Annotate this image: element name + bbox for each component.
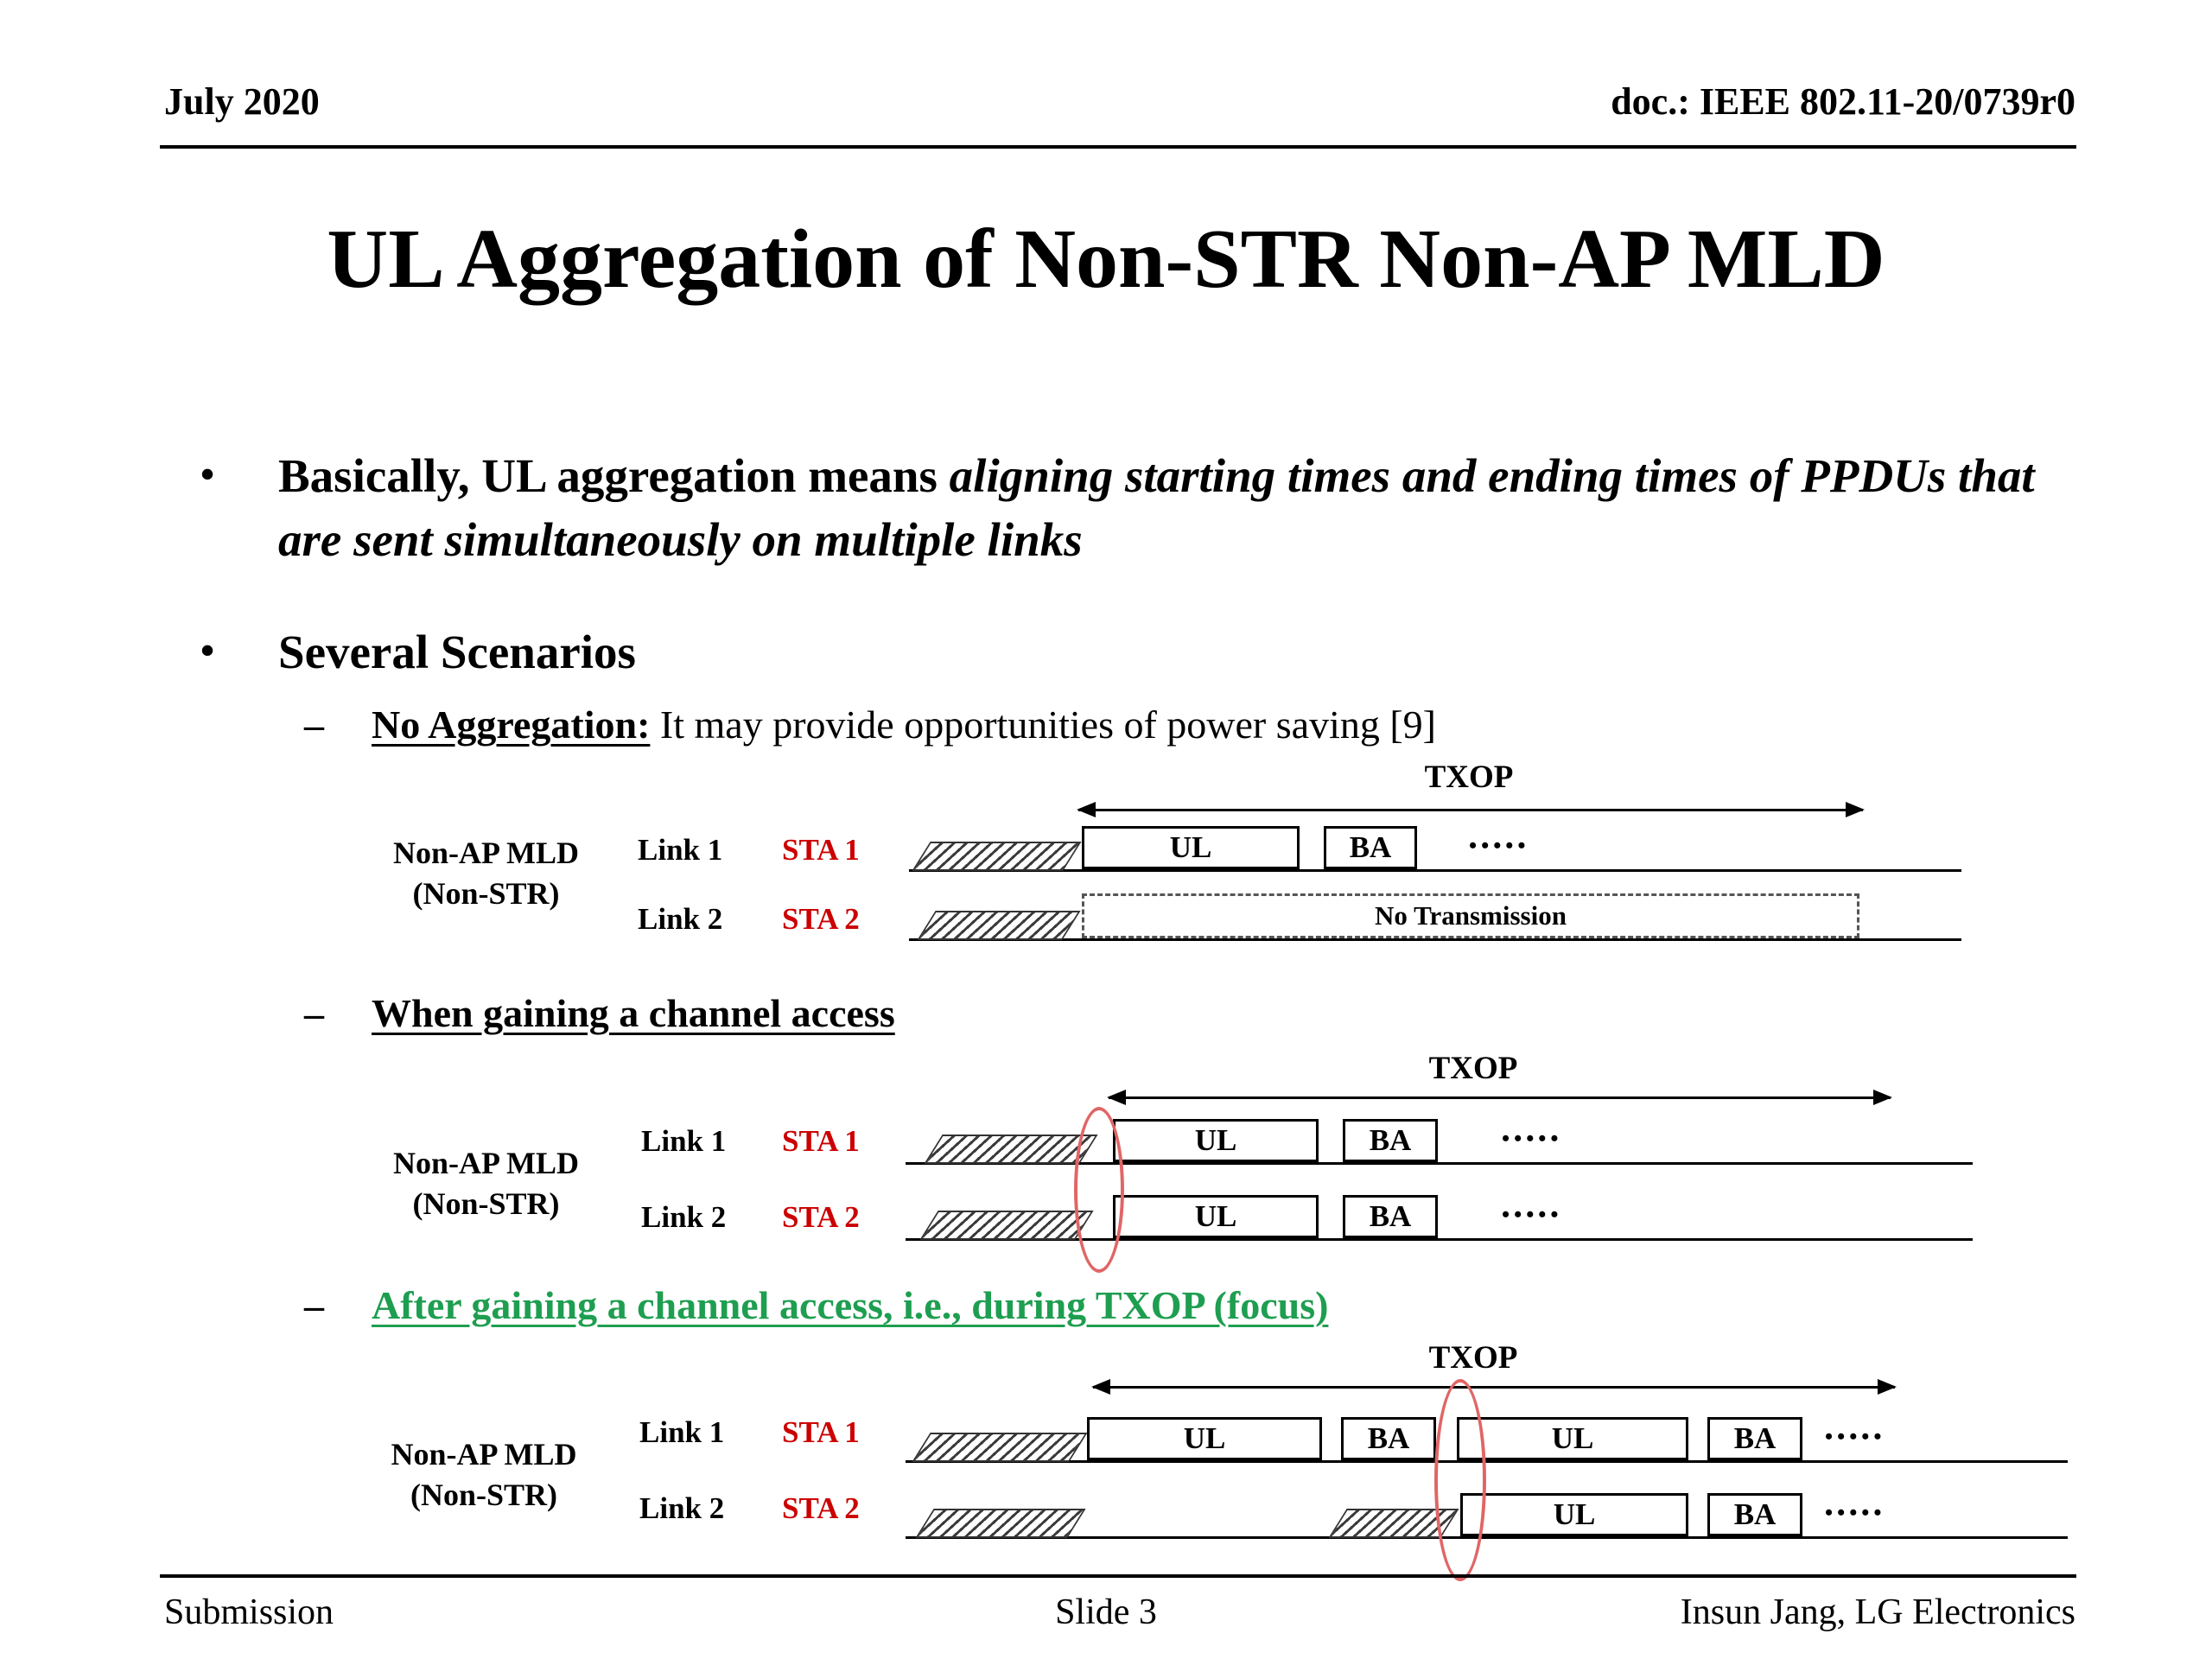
- scenario-1-label: No Aggregation:: [372, 702, 651, 747]
- link2-label: Link 2: [639, 1491, 725, 1525]
- footer-slide-number: Slide 3: [1055, 1592, 1157, 1632]
- bullet-1-text: Basically, UL aggregation means aligning…: [278, 444, 2098, 571]
- ellipsis-dots: •••••: [1825, 1424, 1886, 1449]
- bullet-1-text-normal: Basically, UL aggregation means: [278, 449, 950, 502]
- scenario-2-heading: – When gaining a channel access: [304, 990, 895, 1036]
- backoff-hatch: [915, 1509, 1086, 1538]
- header-doc-number: doc.: IEEE 802.11-20/0739r0: [1611, 80, 2075, 123]
- ba-box: BA: [1707, 1417, 1802, 1460]
- txop-arrow: [1077, 802, 1865, 817]
- backoff-hatch: [924, 1135, 1098, 1164]
- slide-title: UL Aggregation of Non-STR Non-AP MLD: [327, 213, 1885, 306]
- backoff-hatch: [917, 911, 1081, 940]
- ellipsis-dots: •••••: [1469, 833, 1530, 858]
- diagram-when-gaining: TXOP Non-AP MLD (Non-STR) Link 1 STA 1 U…: [0, 1041, 2212, 1274]
- sta2-label: STA 2: [782, 902, 860, 936]
- footer-submission: Submission: [164, 1592, 334, 1632]
- timeline-link1: [906, 1162, 1973, 1165]
- header-rule: [160, 145, 2076, 149]
- mld-label: Non-AP MLD (Non-STR): [337, 1434, 631, 1516]
- ba-box: BA: [1343, 1119, 1438, 1162]
- backoff-hatch: [919, 1211, 1094, 1240]
- footer-rule: [160, 1574, 2076, 1578]
- ul-box: UL: [1087, 1417, 1322, 1460]
- start-alignment-ellipse: [1074, 1107, 1124, 1273]
- mld-line1: Non-AP MLD: [393, 1146, 579, 1180]
- timeline-link2: [909, 938, 1961, 941]
- scenario-2-label: When gaining a channel access: [372, 991, 895, 1035]
- bullet-2: • Several Scenarios: [197, 620, 2098, 684]
- header-date: July 2020: [164, 80, 320, 123]
- footer-author: Insun Jang, LG Electronics: [1680, 1592, 2075, 1632]
- dash-marker: –: [304, 991, 324, 1035]
- ba-box: BA: [1341, 1417, 1436, 1460]
- scenario-1-heading: – No Aggregation: It may provide opportun…: [304, 702, 1436, 747]
- mld-label: Non-AP MLD (Non-STR): [341, 833, 631, 914]
- dash-marker: –: [304, 702, 324, 747]
- mld-line2: (Non-STR): [410, 1477, 557, 1512]
- bullet-2-text: Several Scenarios: [278, 626, 636, 678]
- bullet-marker: •: [200, 628, 215, 672]
- ul-box: UL: [1113, 1195, 1319, 1238]
- scenario-3-heading: – After gaining a channel access, i.e., d…: [304, 1282, 1328, 1328]
- scenario-1-rest: It may provide opportunities of power sa…: [650, 702, 1436, 747]
- mld-label: Non-AP MLD (Non-STR): [341, 1143, 631, 1224]
- ba-box: BA: [1343, 1195, 1438, 1238]
- mld-line2: (Non-STR): [412, 1185, 560, 1221]
- link1-label: Link 1: [638, 833, 723, 867]
- timeline-link2: [906, 1238, 1973, 1241]
- diagram-after-gaining: TXOP Non-AP MLD (Non-STR) Link 1 STA 1 U…: [0, 1329, 2212, 1588]
- link1-label: Link 1: [641, 1124, 727, 1158]
- ellipsis-dots: •••••: [1502, 1126, 1563, 1151]
- sta2-label: STA 2: [782, 1200, 860, 1234]
- bullet-1: • Basically, UL aggregation means aligni…: [197, 444, 2098, 571]
- sta1-label: STA 1: [782, 1124, 860, 1158]
- ul-box: UL: [1082, 826, 1300, 869]
- bullet-1-text-italic: aligning starting times and ending times…: [278, 449, 2035, 566]
- timeline-link1: [906, 1460, 2068, 1463]
- mld-line1: Non-AP MLD: [393, 836, 579, 870]
- sta1-label: STA 1: [782, 833, 860, 867]
- ellipsis-dots: •••••: [1825, 1500, 1886, 1525]
- backoff-hatch: [912, 1433, 1088, 1462]
- dash-marker: –: [304, 1283, 324, 1327]
- ellipsis-dots: •••••: [1502, 1202, 1563, 1227]
- sta2-label: STA 2: [782, 1491, 860, 1525]
- timeline-link1: [909, 869, 1961, 872]
- sta1-label: STA 1: [782, 1415, 860, 1449]
- ul-box: UL: [1460, 1493, 1688, 1536]
- txop-arrow: [1091, 1379, 1897, 1395]
- ba-box: BA: [1324, 826, 1417, 869]
- txop-label: TXOP: [1428, 1051, 1518, 1086]
- link1-label: Link 1: [639, 1415, 725, 1449]
- start-alignment-ellipse: [1434, 1379, 1486, 1581]
- ul-box: UL: [1457, 1417, 1688, 1460]
- diagram-no-aggregation: TXOP Non-AP MLD (Non-STR) Link 1 STA 1 U…: [0, 759, 2212, 962]
- txop-label: TXOP: [1424, 760, 1514, 795]
- link2-label: Link 2: [638, 902, 723, 936]
- backoff-hatch: [912, 842, 1082, 871]
- txop-arrow: [1107, 1090, 1892, 1105]
- timeline-link2: [906, 1536, 2068, 1539]
- ul-box: UL: [1113, 1119, 1319, 1162]
- txop-label: TXOP: [1428, 1340, 1518, 1376]
- no-transmission-box: No Transmission: [1082, 893, 1859, 938]
- scenario-3-label: After gaining a channel access, i.e., du…: [372, 1283, 1329, 1327]
- mld-line1: Non-AP MLD: [391, 1437, 577, 1471]
- mld-line2: (Non-STR): [412, 875, 560, 911]
- bullet-marker: •: [200, 452, 215, 496]
- ba-box: BA: [1707, 1493, 1802, 1536]
- link2-label: Link 2: [641, 1200, 727, 1234]
